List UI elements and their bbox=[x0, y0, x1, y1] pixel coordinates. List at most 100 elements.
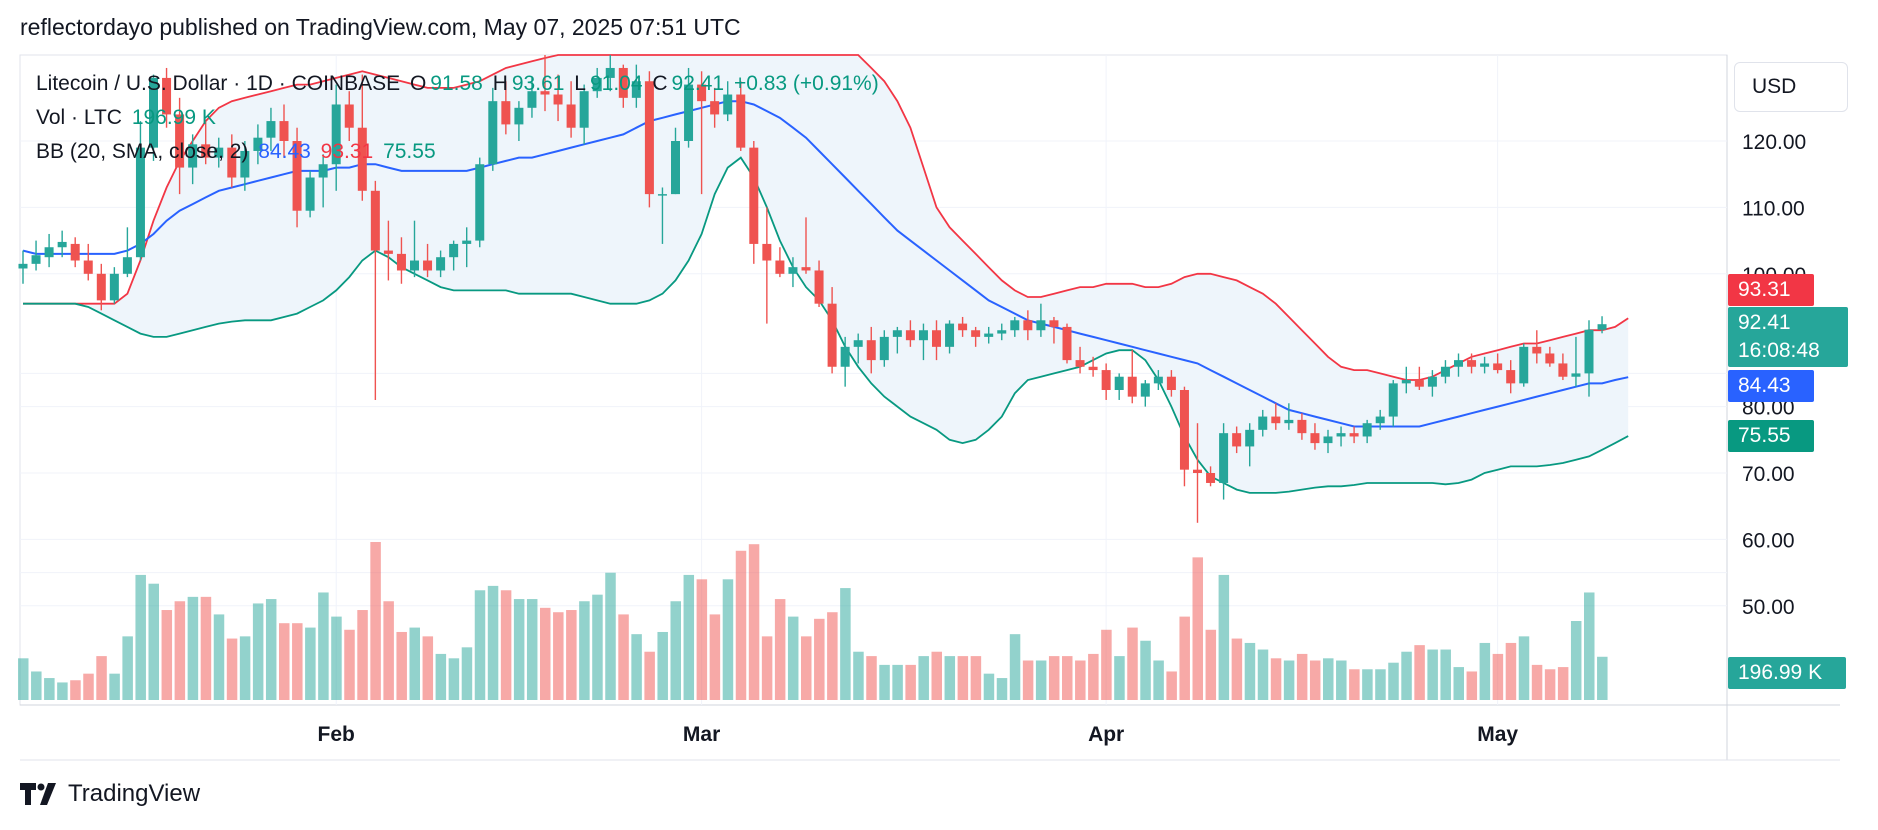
basis-price-tag: 84.43 bbox=[1728, 370, 1814, 402]
volume-bar bbox=[722, 579, 734, 700]
volume-bar bbox=[344, 629, 355, 700]
candle bbox=[1427, 370, 1437, 397]
candle-body bbox=[279, 121, 289, 141]
last-price-value: 92.41 bbox=[1738, 311, 1791, 334]
candle-body bbox=[18, 263, 28, 269]
candle-body bbox=[1232, 433, 1242, 447]
candle-body bbox=[1388, 383, 1398, 417]
candle-body bbox=[370, 190, 380, 251]
candle bbox=[1493, 353, 1503, 374]
legend-volume-value: 196.99 K bbox=[131, 106, 216, 129]
candle-body bbox=[697, 84, 707, 102]
x-tick-label: Feb bbox=[318, 723, 355, 746]
volume-bar bbox=[331, 616, 342, 700]
legend-symbol[interactable]: Litecoin / U.S. Dollar · 1D · COINBASE bbox=[36, 72, 401, 95]
candle-body bbox=[892, 330, 902, 337]
bollinger-basis-line[interactable] bbox=[22, 100, 1629, 428]
candle-body bbox=[657, 194, 667, 196]
x-tick-label: Mar bbox=[683, 723, 720, 746]
legend-bb-label[interactable]: BB (20, SMA, close, 2) bbox=[36, 140, 249, 163]
candle-body bbox=[357, 127, 367, 191]
candle bbox=[984, 326, 994, 344]
candle bbox=[1454, 353, 1463, 377]
candle-body bbox=[318, 164, 328, 178]
candle-body bbox=[227, 147, 237, 178]
candle bbox=[1010, 316, 1020, 337]
bollinger-band-fill bbox=[23, 55, 1629, 493]
candle bbox=[905, 320, 915, 347]
candle-body bbox=[1584, 329, 1594, 374]
volume-bar bbox=[396, 631, 407, 700]
candle-body bbox=[1193, 469, 1202, 473]
currency-selector[interactable]: USD bbox=[1734, 62, 1848, 112]
candle bbox=[945, 320, 955, 354]
volume-bar bbox=[670, 601, 681, 700]
candle-body bbox=[214, 147, 224, 158]
candle-body bbox=[410, 260, 419, 271]
volume-bar bbox=[122, 636, 133, 700]
candle bbox=[1088, 356, 1098, 377]
candle bbox=[1258, 409, 1268, 437]
volume-bar bbox=[944, 656, 956, 700]
candle-body bbox=[540, 91, 550, 95]
candle bbox=[135, 121, 145, 261]
candle bbox=[318, 154, 328, 208]
volume-bar bbox=[970, 656, 982, 700]
candle-body bbox=[644, 81, 654, 195]
candle-body bbox=[1258, 416, 1268, 430]
tradingview-logo[interactable]: TradingView bbox=[20, 780, 200, 808]
volume-bar bbox=[1127, 627, 1138, 700]
volume-bar bbox=[853, 651, 864, 700]
candle-body bbox=[423, 260, 433, 271]
candle-body bbox=[436, 257, 446, 271]
candle-body bbox=[109, 273, 119, 301]
candle bbox=[410, 220, 419, 278]
candle bbox=[1414, 366, 1424, 390]
volume-bar bbox=[1401, 651, 1412, 700]
candle-body bbox=[122, 257, 132, 274]
candle-body bbox=[618, 67, 628, 98]
legend-volume-label[interactable]: Vol · LTC bbox=[36, 106, 122, 129]
volume-bar bbox=[31, 671, 42, 700]
candle-body bbox=[1075, 360, 1085, 367]
candle bbox=[1153, 370, 1163, 390]
candle-body bbox=[579, 91, 589, 128]
volume-bar bbox=[618, 614, 629, 700]
candle bbox=[1245, 423, 1255, 467]
volume-bar bbox=[370, 542, 381, 700]
volume-bar bbox=[1349, 669, 1360, 700]
candle-body bbox=[1480, 363, 1490, 367]
candle bbox=[188, 134, 198, 185]
candle bbox=[1023, 310, 1033, 341]
candle bbox=[383, 220, 393, 281]
volume-bar bbox=[265, 599, 277, 700]
candle bbox=[1284, 403, 1294, 430]
candle-body bbox=[292, 141, 302, 211]
volume-bar bbox=[748, 544, 760, 700]
candle-body bbox=[879, 336, 889, 361]
volume-bar bbox=[279, 623, 290, 700]
candle bbox=[1062, 323, 1072, 364]
bollinger-lower-line[interactable] bbox=[23, 156, 1629, 494]
candle-body bbox=[1401, 380, 1411, 384]
candle-body bbox=[1519, 346, 1529, 384]
candle-body bbox=[1284, 419, 1294, 424]
candle bbox=[1140, 380, 1150, 407]
candle bbox=[892, 326, 902, 354]
candle bbox=[958, 316, 968, 337]
candle-body bbox=[1219, 433, 1229, 483]
candle bbox=[1584, 320, 1594, 397]
candle-body bbox=[240, 150, 250, 178]
candle-body bbox=[1571, 373, 1581, 377]
volume-bar bbox=[305, 627, 316, 700]
candle-body bbox=[1336, 433, 1346, 437]
y-tick-label: 50.00 bbox=[1742, 596, 1795, 619]
candle-body bbox=[383, 250, 393, 254]
candle bbox=[331, 84, 341, 191]
candle-body bbox=[1010, 320, 1020, 331]
candle-body bbox=[1427, 376, 1437, 387]
volume-bar bbox=[292, 623, 303, 700]
volume-bar bbox=[422, 636, 434, 700]
bollinger-upper-line[interactable] bbox=[23, 54, 1629, 381]
